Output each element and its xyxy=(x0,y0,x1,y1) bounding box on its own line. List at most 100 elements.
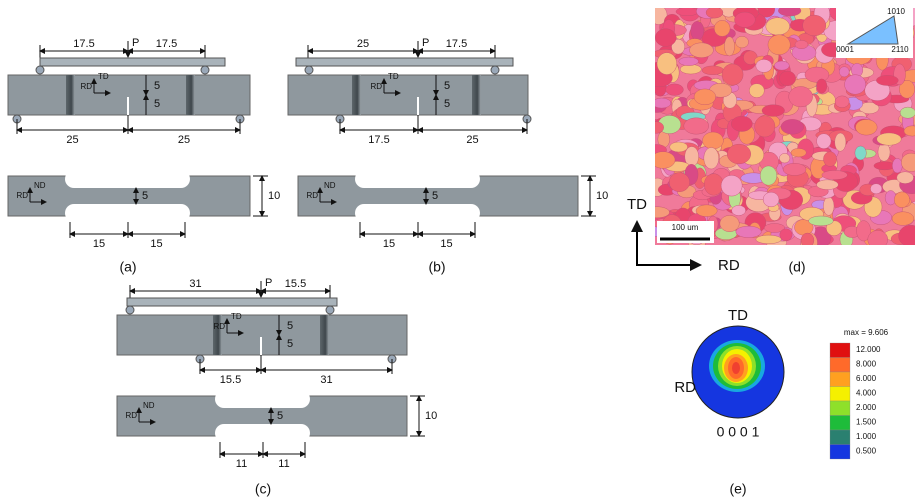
label: RD xyxy=(306,191,318,200)
label: (d) xyxy=(788,259,805,275)
grain xyxy=(706,7,723,18)
grain xyxy=(755,116,775,137)
label: 2.000 xyxy=(856,403,877,412)
label: 15 xyxy=(150,238,162,250)
label: ND xyxy=(324,181,336,190)
label: 0.500 xyxy=(856,447,877,456)
notch xyxy=(65,170,190,188)
label: 0001 xyxy=(836,45,854,54)
grain xyxy=(835,96,849,108)
label: P xyxy=(132,37,139,49)
grain xyxy=(783,163,806,175)
specimen xyxy=(288,75,528,115)
label: RD xyxy=(718,257,740,274)
grain xyxy=(702,66,723,75)
loading-bar xyxy=(127,298,337,306)
label: P xyxy=(422,37,429,49)
grain xyxy=(778,5,801,16)
grain xyxy=(727,144,751,164)
label: RD xyxy=(674,379,696,396)
label: TD xyxy=(98,72,109,81)
legend-swatch xyxy=(830,430,850,445)
grain xyxy=(823,152,836,167)
grain xyxy=(779,71,795,86)
grain xyxy=(655,29,676,47)
label: RD xyxy=(16,191,28,200)
label: P xyxy=(265,277,272,289)
grain xyxy=(694,89,716,105)
grain xyxy=(791,148,806,157)
grain xyxy=(720,215,739,231)
grain xyxy=(822,170,847,179)
grain xyxy=(749,84,764,98)
label: 5 xyxy=(287,320,293,332)
support xyxy=(201,66,209,74)
label: 8.000 xyxy=(856,360,877,369)
grain xyxy=(696,205,717,217)
grain xyxy=(652,98,671,108)
groove xyxy=(472,75,481,115)
label: 5 xyxy=(444,80,450,92)
grain xyxy=(876,75,898,85)
label: 10 xyxy=(425,410,437,422)
grain xyxy=(762,105,785,117)
grain xyxy=(689,43,713,58)
label: 5 xyxy=(142,190,148,202)
label: RD xyxy=(125,411,137,420)
label: 17.5 xyxy=(156,38,177,50)
grain xyxy=(731,116,752,131)
label: 1.000 xyxy=(856,432,877,441)
legend-swatch xyxy=(830,445,850,460)
notch xyxy=(65,204,190,222)
grain xyxy=(870,184,882,194)
label: 15 xyxy=(383,238,395,250)
grain xyxy=(670,142,688,152)
label: 12.000 xyxy=(856,345,881,354)
groove xyxy=(352,75,361,115)
support xyxy=(491,66,499,74)
label: 5 xyxy=(287,338,293,350)
label: 25 xyxy=(466,134,478,146)
grain xyxy=(877,133,902,145)
support xyxy=(36,66,44,74)
label: 31 xyxy=(189,278,201,290)
grain xyxy=(823,197,834,216)
label: 15 xyxy=(440,238,452,250)
grain xyxy=(679,57,699,66)
grain xyxy=(845,75,866,95)
label: 15.5 xyxy=(285,278,306,290)
legend-swatch xyxy=(830,416,850,431)
label: 15.5 xyxy=(220,374,241,386)
label: (c) xyxy=(255,481,271,497)
label: RD xyxy=(80,82,92,91)
grain xyxy=(781,119,804,134)
label: 6.000 xyxy=(856,374,877,383)
label: 25 xyxy=(357,38,369,50)
grain xyxy=(736,226,761,237)
grain xyxy=(651,152,675,169)
contours xyxy=(709,340,765,392)
grain xyxy=(649,122,664,134)
label: (e) xyxy=(729,481,746,497)
label: RD xyxy=(213,322,225,331)
label: 11 xyxy=(278,458,289,470)
grain xyxy=(816,79,826,93)
label: 10 xyxy=(268,190,280,202)
grain xyxy=(855,119,877,135)
loading-bar xyxy=(40,58,225,66)
grain xyxy=(900,107,915,118)
grain xyxy=(756,235,781,244)
label: 25 xyxy=(178,134,190,146)
grain xyxy=(704,174,723,196)
grain xyxy=(644,207,669,218)
label: max = 9.606 xyxy=(844,328,889,337)
grain xyxy=(839,67,849,77)
grain xyxy=(684,118,709,134)
label: 11 xyxy=(236,458,247,470)
grain xyxy=(702,132,723,149)
grain xyxy=(878,143,890,162)
grain xyxy=(779,153,789,163)
grain xyxy=(722,64,743,85)
contour xyxy=(732,362,740,374)
label: 5 xyxy=(444,98,450,110)
